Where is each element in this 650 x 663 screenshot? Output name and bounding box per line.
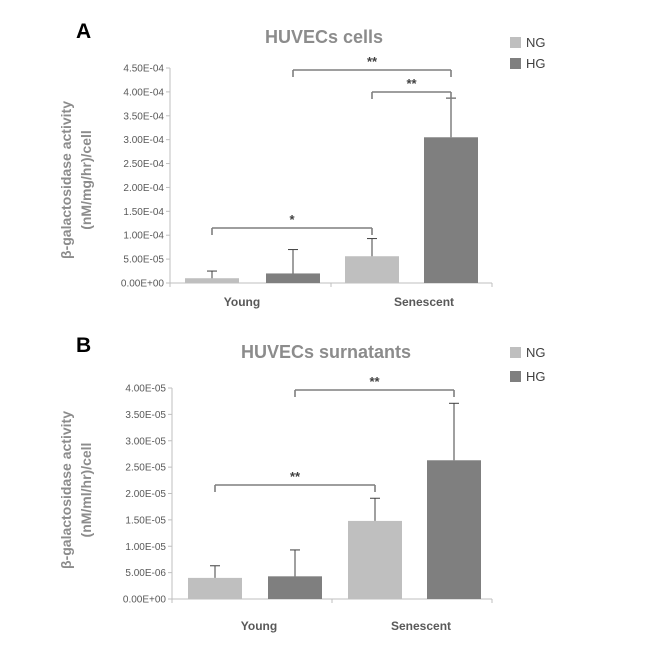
panel-a-sig-label: **	[406, 76, 417, 91]
panel-a-bar-hg	[424, 137, 478, 283]
panel-a-ytick-label: 3.50E-04	[123, 111, 164, 122]
panel-b-category-label: Young	[241, 619, 277, 633]
panel-a-sig-label: *	[289, 212, 295, 227]
panel-a-bar-hg	[266, 273, 320, 283]
panel-a-ytick-label: 2.50E-04	[123, 159, 164, 170]
panel-b-legend-swatch-hg	[510, 371, 521, 382]
panel-b-category-label: Senescent	[391, 619, 451, 633]
panel-b-legend-ng: NG	[526, 345, 546, 360]
panel-b-ylabel-line2: (nM/ml/hr)/cell	[78, 443, 94, 538]
panel-a-ytick-label: 4.50E-04	[123, 64, 164, 75]
panel-b-title: HUVECs surnatants	[241, 342, 411, 362]
panel-a-legend-swatch-hg	[510, 58, 521, 69]
panel-b-ytick-label: 1.50E-05	[125, 515, 166, 526]
panel-b-ytick-label: 5.00E-06	[125, 568, 166, 579]
panel-a-ytick-label: 0.00E+00	[121, 279, 165, 290]
panel-a-ytick-label: 2.00E-04	[123, 183, 164, 194]
panel-a-ytick-label: 1.00E-04	[123, 231, 164, 242]
panel-a-ytick-label: 4.00E-04	[123, 87, 164, 98]
panel-b-ytick-label: 4.00E-05	[125, 384, 166, 395]
panel-a-plot: 0.00E+00 5.00E-05 1.00E-04 1.50E-04 2.00E-04…	[121, 54, 493, 309]
panel-b-ytick-label: 2.50E-05	[125, 463, 166, 474]
panel-b-letter: B	[76, 334, 91, 357]
panel-a-bar-ng	[345, 256, 399, 283]
panel-b-plot: 0.00E+00 5.00E-06 1.00E-05 1.50E-05 2.00E-05…	[123, 374, 493, 633]
panel-b-ytick-label: 3.50E-05	[125, 410, 166, 421]
panel-a-title: HUVECs cells	[265, 27, 383, 47]
panel-a-letter: A	[76, 20, 91, 43]
panel-b-ytick-label: 0.00E+00	[123, 595, 167, 606]
panel-a-ytick-label: 3.00E-04	[123, 135, 164, 146]
panel-a-legend-swatch-ng	[510, 37, 521, 48]
panel-b-legend-swatch-ng	[510, 347, 521, 358]
panel-b-ytick-label: 2.00E-05	[125, 489, 166, 500]
panel-b-bar-hg	[268, 576, 322, 599]
panel-a-category-label: Young	[224, 295, 260, 309]
panel-a-ytick-label: 1.50E-04	[123, 207, 164, 218]
panel-a-legend-hg: HG	[526, 56, 546, 71]
panel-a-bar-ng	[185, 278, 239, 283]
panel-a-ytick-label: 5.00E-05	[123, 255, 164, 266]
panel-b-ytick-label: 1.00E-05	[125, 542, 166, 553]
panel-a-ylabel-line1: β-galactosidase activity	[58, 101, 74, 259]
panel-a-legend-ng: NG	[526, 35, 546, 50]
panel-a-ylabel-line2: (nM/mg/hr)/cell	[78, 130, 94, 230]
panel-b-bar-ng	[188, 577, 242, 599]
panel-b-ylabel-line1: β-galactosidase activity	[58, 411, 74, 569]
panel-b-ytick-label: 3.00E-05	[125, 436, 166, 447]
panel-b-bar-hg	[427, 460, 481, 599]
panel-b-bar-ng	[348, 520, 402, 599]
panel-a-sig-label: **	[367, 54, 378, 69]
panel-b-legend-hg: HG	[526, 369, 546, 384]
panel-a-category-label: Senescent	[394, 295, 454, 309]
panel-b-sig-label: **	[290, 469, 301, 484]
panel-b-sig-label: **	[369, 374, 380, 389]
